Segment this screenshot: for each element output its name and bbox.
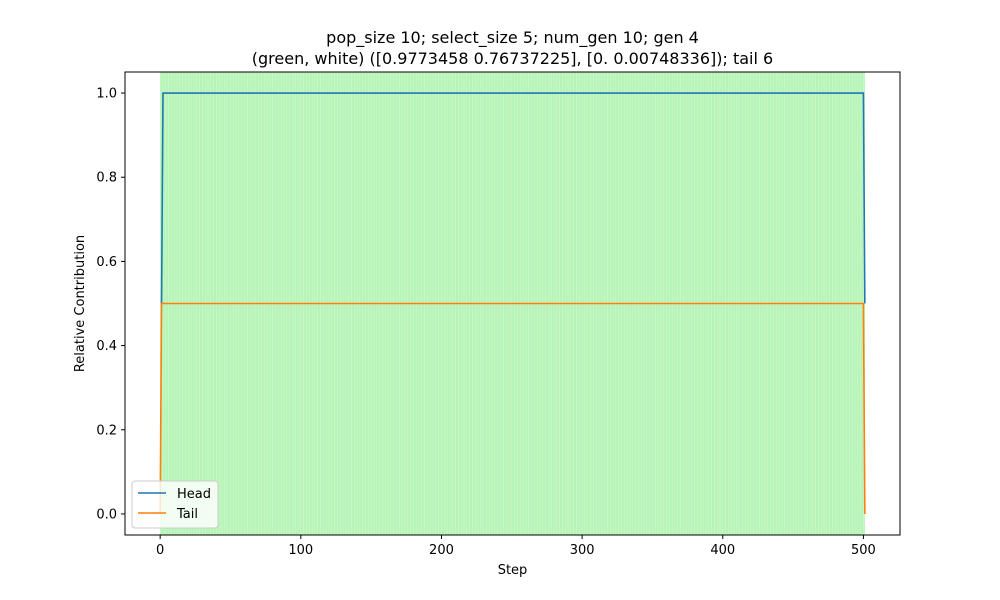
x-axis-label: Step xyxy=(498,563,528,578)
plot-frame xyxy=(124,71,901,536)
series-line-head xyxy=(160,92,866,304)
series-layer xyxy=(159,92,866,514)
x-axis-ticks: 0 100 200 300 400 500 xyxy=(156,535,876,558)
x-tick-label: 200 xyxy=(429,543,454,558)
y-tick-label: 0.0 xyxy=(96,507,117,522)
y-tick-label: 0.4 xyxy=(96,339,117,354)
y-axis-label: Relative Contribution xyxy=(73,235,88,372)
y-axis-ticks: 0.0 0.2 0.4 0.6 0.8 1.0 xyxy=(96,87,125,522)
chart-title-line-2: (green, white) ([0.9773458 0.76737225], … xyxy=(252,49,773,68)
x-tick-label: 0 xyxy=(156,543,164,558)
legend: Head Tail xyxy=(131,480,219,529)
legend-label-head: Head xyxy=(177,487,211,502)
y-tick-label: 0.6 xyxy=(96,255,117,270)
y-tick-label: 1.0 xyxy=(96,87,117,102)
legend-label-tail: Tail xyxy=(176,507,198,522)
x-tick-label: 400 xyxy=(710,543,735,558)
series-line-tail xyxy=(159,302,866,514)
y-tick-label: 0.2 xyxy=(96,423,117,438)
chart-title-line-1: pop_size 10; select_size 5; num_gen 10; … xyxy=(326,28,699,48)
x-tick-label: 500 xyxy=(851,543,876,558)
y-tick-label: 0.8 xyxy=(96,171,117,186)
x-tick-label: 100 xyxy=(288,543,313,558)
x-tick-label: 300 xyxy=(570,543,595,558)
